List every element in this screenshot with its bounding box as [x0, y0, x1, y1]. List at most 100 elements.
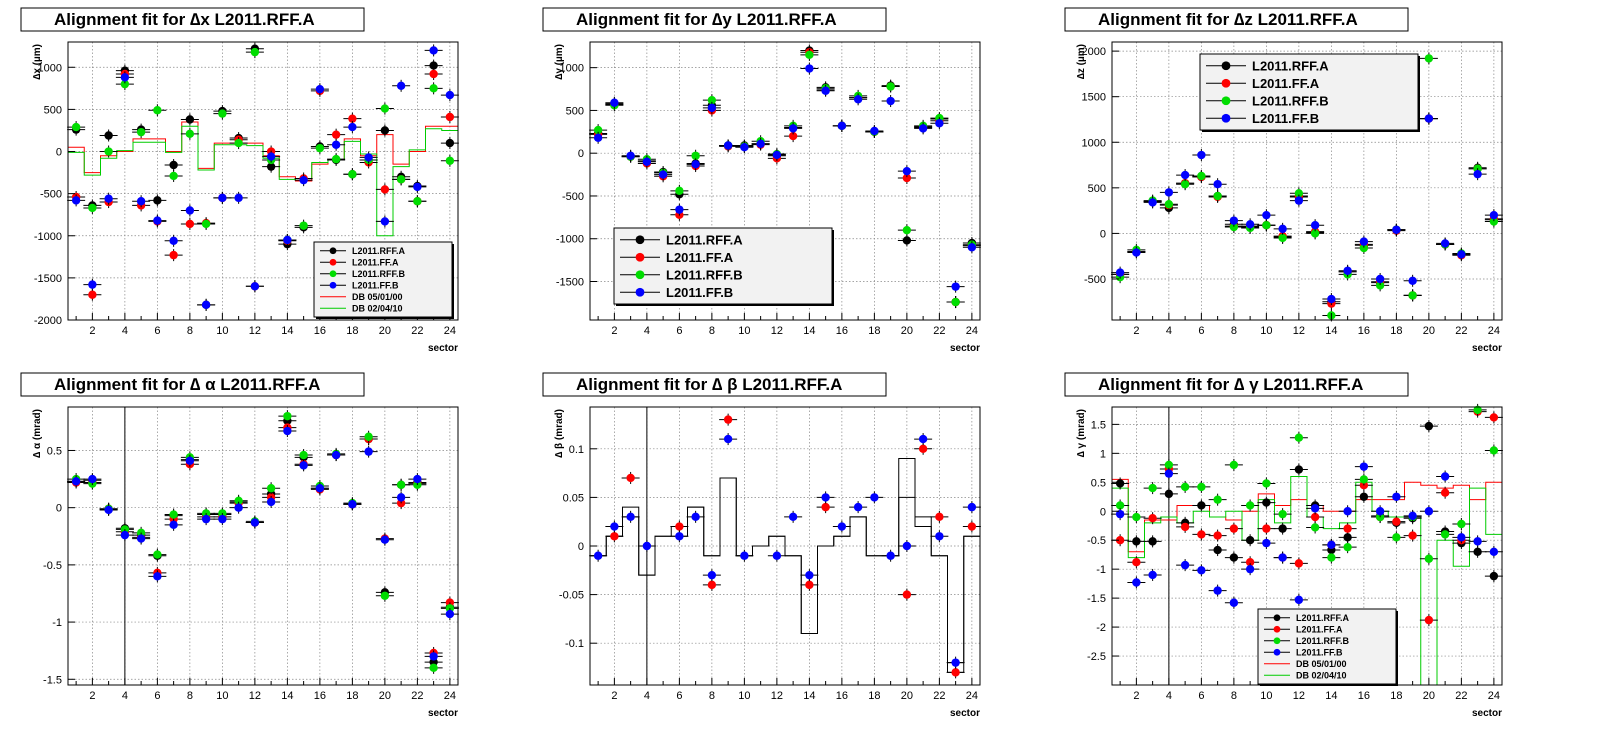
x-tick-label: 2 [89, 690, 95, 702]
data-point [266, 484, 276, 493]
data-point [380, 185, 390, 194]
data-point [642, 541, 652, 551]
data-point [283, 235, 292, 245]
x-tick-label: 22 [411, 690, 423, 702]
data-point [1229, 222, 1239, 232]
legend-label: L2011.FF.A [666, 250, 734, 265]
data-point [169, 160, 178, 170]
plot-frame [1111, 41, 1503, 321]
x-axis-label: sector [428, 708, 458, 719]
x-tick-label: 18 [346, 690, 358, 702]
y-axis-label: ∆ α (mrad) [32, 409, 43, 458]
data-point [902, 225, 912, 235]
y-tick-label: -0.05 [559, 590, 584, 602]
data-point [1115, 536, 1125, 545]
y-tick-label: -2.5 [1087, 651, 1106, 663]
data-point [1392, 225, 1401, 234]
data-point [380, 217, 390, 226]
x-tick-label: 14 [1325, 325, 1337, 337]
data-point [935, 119, 944, 128]
x-tick-label: 10 [738, 690, 750, 702]
legend-marker [1273, 637, 1281, 645]
data-point [169, 236, 178, 246]
data-point [1375, 281, 1385, 290]
x-tick-label: 22 [933, 325, 945, 337]
data-point [707, 103, 717, 113]
series-3 [67, 425, 459, 663]
data-point [740, 143, 749, 152]
chart-title: Alignment fit for ∆ β L2011.RFF.A [576, 375, 842, 394]
data-point [104, 147, 113, 156]
data-point [1262, 221, 1271, 230]
x-tick-label: 22 [1455, 690, 1467, 702]
data-point [675, 205, 684, 214]
plot-area [68, 407, 458, 685]
y-tick-label: -2000 [34, 315, 62, 327]
data-point [626, 473, 635, 483]
x-tick-label: 20 [379, 690, 391, 702]
x-axis-label: sector [1472, 708, 1502, 719]
data-point [153, 196, 162, 205]
data-point [772, 551, 782, 560]
data-point [299, 221, 308, 230]
data-point [153, 216, 162, 225]
chart-svg: Alignment fit for ∆y L2011.RFF.A2 4 6 8 10 12… [542, 7, 981, 354]
y-tick-label: -0.5 [1087, 535, 1106, 547]
x-tick-label: 12 [1293, 325, 1305, 337]
y-axis-label: ∆ β (mrad) [554, 409, 565, 458]
y-tick-label: 0 [578, 148, 584, 160]
data-point [348, 114, 357, 123]
plot-frame [67, 406, 459, 686]
data-point [266, 497, 276, 507]
chart-title: Alignment fit for ∆ γ L2011.RFF.A [1098, 375, 1363, 394]
data-point [1229, 553, 1239, 562]
data-point [283, 426, 292, 436]
data-point [315, 84, 325, 94]
x-tick-label: 12 [249, 690, 261, 702]
data-point [104, 505, 113, 515]
series-1 [605, 413, 981, 679]
data-point [1213, 545, 1222, 555]
x-tick-label: 18 [346, 325, 358, 337]
data-point [71, 122, 81, 132]
panel-dalpha: Alignment fit for ∆ α L2011.RFF.A 2 4 6 8 10 1… [0, 365, 522, 727]
data-point [104, 131, 113, 140]
data-point [396, 493, 406, 502]
legend-label: L2011.FF.B [666, 285, 733, 300]
data-point [266, 162, 276, 171]
data-point [918, 434, 928, 444]
legend-label: L2011.RFF.A [352, 246, 406, 256]
data-point [153, 572, 162, 581]
data-point [1359, 475, 1369, 484]
data-point [445, 90, 455, 100]
series-3 [589, 433, 981, 669]
data-point [201, 514, 211, 524]
data-point [1343, 533, 1352, 542]
data-point [1132, 248, 1141, 257]
legend: L2011.RFF.A L2011.FF.A L2011.RFF.B L2011.FF… [613, 227, 834, 306]
plot-frame [67, 41, 459, 321]
data-point [805, 50, 814, 60]
series-2 [67, 46, 459, 246]
data-point [136, 534, 146, 543]
x-tick-label: 10 [1260, 325, 1272, 337]
data-point [1180, 179, 1190, 189]
data-point [1245, 501, 1255, 510]
data-point [1327, 553, 1336, 562]
y-tick-label: 0.1 [569, 444, 584, 456]
legend-label: L2011.FF.A [1252, 76, 1320, 91]
legend-label: L2011.RFF.B [352, 269, 406, 279]
data-point [658, 170, 668, 179]
legend-box [613, 227, 833, 305]
data-point [1132, 512, 1141, 522]
data-point [331, 154, 341, 164]
data-point [642, 157, 652, 166]
data-point [1197, 501, 1206, 510]
data-point [675, 532, 684, 541]
y-tick-label: -1.5 [43, 674, 62, 686]
data-point [1440, 488, 1450, 497]
data-point [1327, 540, 1336, 550]
data-point [1489, 571, 1499, 581]
x-tick-label: 2 [89, 325, 95, 337]
data-point [1359, 462, 1369, 471]
